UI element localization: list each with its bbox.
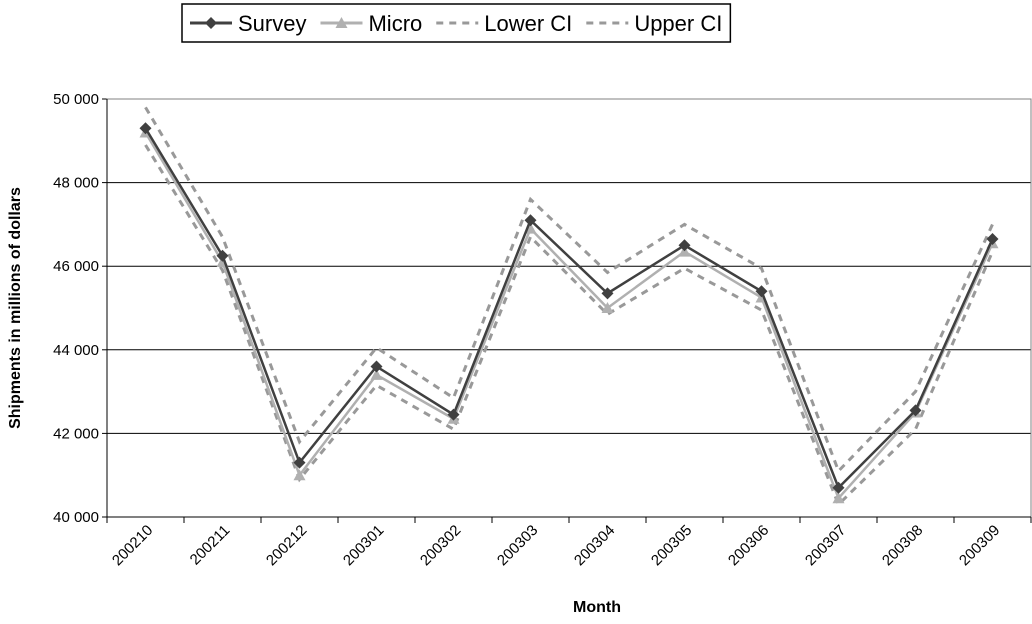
- data-point: [755, 285, 768, 298]
- data-point: [832, 481, 845, 494]
- y-tick-label: 48 000: [53, 175, 99, 192]
- y-tick-label: 50 000: [53, 91, 99, 108]
- legend-label: Micro: [368, 11, 422, 36]
- data-point: [447, 408, 460, 421]
- data-point: [370, 360, 383, 373]
- series-line: [144, 131, 994, 501]
- data-point: [293, 456, 306, 469]
- x-tick-label: 200301: [340, 522, 387, 569]
- x-tick-label: 200210: [109, 522, 156, 569]
- data-point: [832, 492, 845, 504]
- series-line: [144, 144, 994, 508]
- data-point: [909, 404, 922, 417]
- legend-label: Lower CI: [484, 11, 572, 36]
- x-tick-label: 200307: [802, 522, 849, 569]
- data-point: [370, 368, 383, 380]
- x-tick-label: 200305: [648, 522, 695, 569]
- legend-label: Upper CI: [634, 11, 722, 36]
- y-tick-label: 40 000: [53, 509, 99, 526]
- y-tick-label: 46 000: [53, 258, 99, 275]
- x-tick-label: 200303: [494, 522, 541, 569]
- legend-label: Survey: [238, 11, 306, 36]
- y-tick-label: 42 000: [53, 425, 99, 442]
- x-tick-label: 200309: [956, 522, 1003, 569]
- data-point: [216, 249, 229, 262]
- x-tick-label: 200302: [417, 522, 464, 569]
- data-point: [601, 302, 614, 313]
- y-axis-title: Shipments in millions of dollars: [7, 187, 24, 429]
- x-axis-title: Month: [573, 599, 621, 616]
- x-tick-label: 200211: [187, 522, 234, 569]
- x-tick-label: 200304: [571, 522, 618, 569]
- legend-marker: [335, 17, 348, 28]
- data-point: [524, 214, 537, 227]
- x-tick-label: 200308: [879, 522, 926, 569]
- series-line: [144, 106, 994, 474]
- data-point: [601, 287, 614, 300]
- series-line: [144, 127, 994, 490]
- data-point: [986, 233, 999, 246]
- x-tick-label: 200212: [263, 522, 310, 569]
- data-point: [678, 239, 691, 252]
- data-point: [139, 122, 152, 135]
- legend: Survey Micro Lower CI Upper CI: [181, 3, 732, 43]
- legend-marker: [205, 17, 217, 29]
- x-tick-label: 200306: [725, 522, 772, 569]
- plot-frame: [106, 98, 1032, 518]
- y-tick-label: 44 000: [53, 342, 99, 359]
- data-point: [293, 469, 306, 481]
